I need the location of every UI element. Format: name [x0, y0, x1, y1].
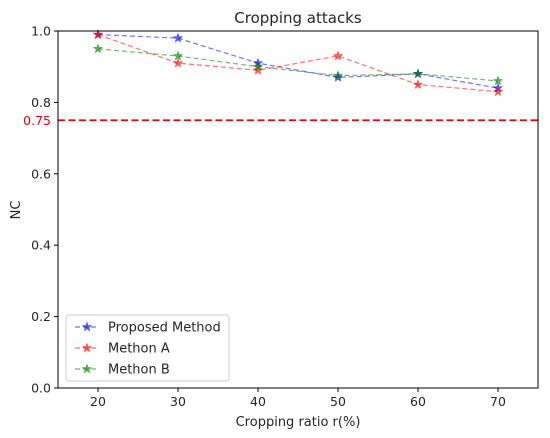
- x-axis-label: Cropping ratio r(%): [236, 415, 361, 430]
- chart-title: Cropping attacks: [234, 9, 362, 27]
- legend-label: Proposed Method: [108, 321, 221, 336]
- x-tick-label: 20: [90, 394, 106, 409]
- legend: Proposed Method Methon A Methon B: [66, 315, 229, 381]
- x-tick-label: 50: [330, 394, 346, 409]
- y-tick-label: 0.8: [31, 95, 51, 110]
- x-tick-label: 60: [410, 394, 426, 409]
- threshold-tick-label: 0.75: [23, 113, 51, 128]
- x-tick-label: 70: [490, 394, 506, 409]
- legend-label: Methon A: [108, 342, 170, 357]
- x-ticks: 20 30 40 50 60 70: [90, 388, 506, 409]
- y-tick-label: 0.0: [31, 381, 51, 396]
- y-tick-label: 1.0: [31, 24, 51, 39]
- x-tick-label: 40: [250, 394, 266, 409]
- legend-label: Methon B: [108, 363, 170, 378]
- x-tick-label: 30: [170, 394, 186, 409]
- y-tick-label: 0.6: [31, 166, 51, 181]
- y-tick-label: 0.4: [31, 238, 51, 253]
- y-axis-label: NC: [9, 201, 24, 220]
- y-tick-label: 0.2: [31, 309, 51, 324]
- y-ticks: 0.0 0.2 0.4 0.6 0.8 1.0 0.75: [23, 24, 58, 396]
